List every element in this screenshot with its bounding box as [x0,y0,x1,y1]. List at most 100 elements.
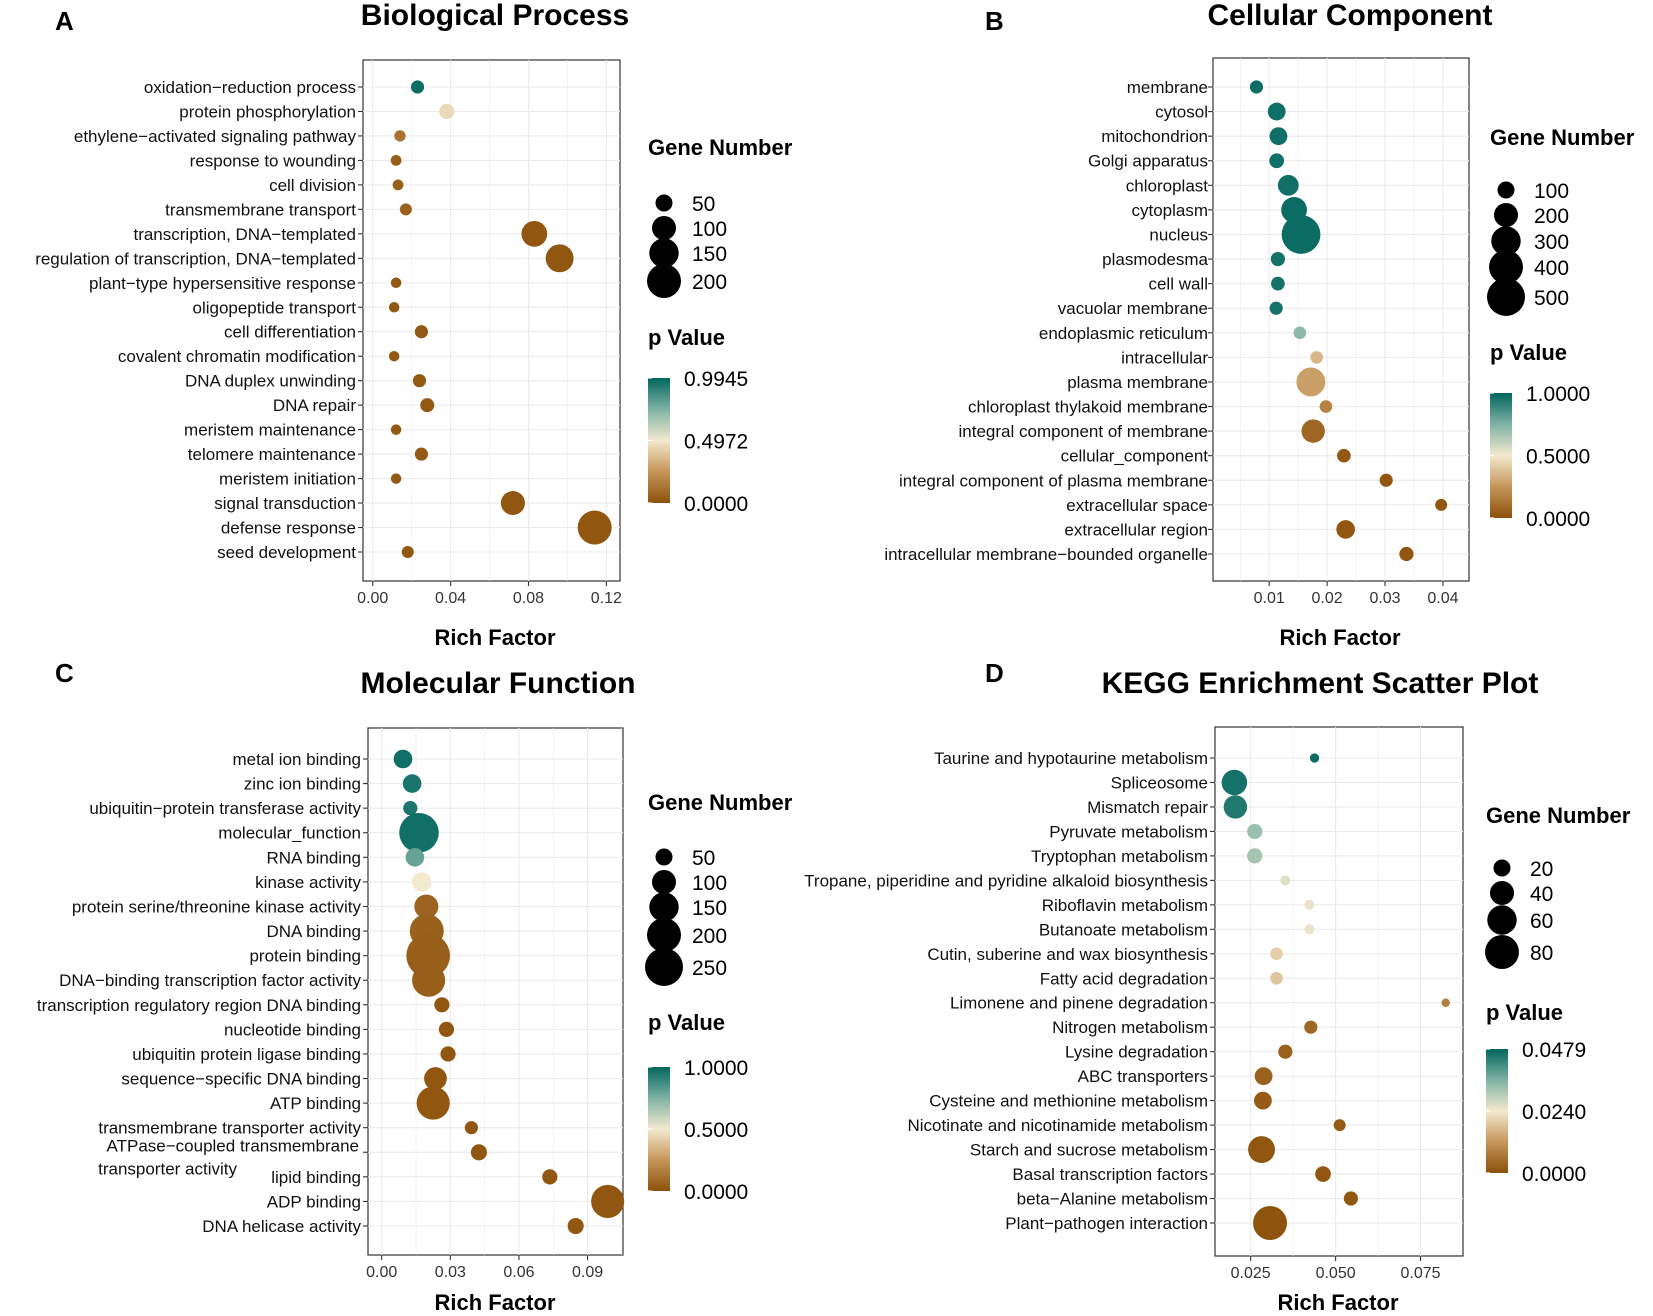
y-tick-label: Fatty acid degradation [1040,969,1208,988]
panel-letter: B [985,6,1004,36]
y-tick-label: Nicotinate and nicotinamide metabolism [908,1116,1209,1135]
data-point [1399,546,1414,562]
y-tick-label: Tryptophan metabolism [1031,847,1208,866]
y-tick-label: Tropane, piperidine and pyridine alkaloi… [804,871,1208,890]
y-tick-label: zinc ion binding [244,775,361,794]
y-tick-label: Pyruvate metabolism [1049,822,1208,841]
color-legend-label: 0.5000 [1526,446,1590,469]
y-tick-label: telomere maintenance [188,445,356,464]
y-tick-label: meristem initiation [219,470,356,489]
data-point [1253,1206,1288,1240]
data-point [1337,448,1351,463]
data-point [591,1184,625,1218]
size-legend-title: Gene Number [1486,803,1631,828]
size-legend-label: 200 [692,271,727,294]
color-legend-title: p Value [648,1010,725,1035]
y-tick-label: metal ion binding [232,750,361,769]
data-point [1315,1166,1331,1182]
data-point [440,1046,456,1062]
data-point [1247,823,1263,840]
y-tick-label: plasma membrane [1067,373,1208,392]
data-point [1304,899,1315,910]
size-legend-key [655,194,673,212]
y-tick-label: extracellular region [1064,520,1208,539]
x-tick-label: 0.00 [357,590,388,607]
y-tick-label: Nitrogen metabolism [1052,1018,1208,1037]
color-legend-bar [648,1067,670,1191]
y-tick-label: integral component of membrane [959,422,1208,441]
y-tick-label: Cutin, suberine and wax biosynthesis [927,945,1208,964]
data-point [1435,498,1448,511]
data-point [1343,1191,1359,1206]
y-tick-label: protein serine/threonine kinase activity [72,897,362,916]
y-tick-label: protein phosphorylation [179,102,356,121]
size-legend-label: 40 [1530,883,1553,906]
y-tick-label: Mismatch repair [1087,798,1208,817]
y-tick-label: DNA helicase activity [202,1217,361,1236]
size-legend-label: 100 [1534,180,1569,203]
size-legend-label: 100 [692,872,727,895]
data-point [567,1217,584,1235]
data-point [1280,875,1291,886]
data-point [434,997,450,1013]
size-legend-key [1491,226,1521,256]
color-legend-label: 0.9945 [684,368,748,391]
x-tick-label: 0.04 [435,590,466,607]
size-legend-label: 150 [692,897,727,920]
data-point [401,545,414,559]
y-tick-label: Lysine degradation [1065,1043,1208,1062]
plot-area [1212,57,1470,582]
data-point [1281,215,1321,254]
size-legend-key [651,215,677,241]
data-point [416,1086,450,1120]
data-point [414,447,428,461]
y-tick-label: cytoplasm [1131,201,1208,220]
y-tick-label: endoplasmic reticulum [1039,324,1208,343]
y-tick-label: kinase activity [255,873,361,892]
size-legend-key [1497,181,1515,199]
data-point [393,749,413,769]
y-tick-label: seed development [217,543,356,562]
size-legend-label: 60 [1530,910,1553,933]
data-point [1336,520,1355,539]
y-tick-label: oxidation−reduction process [144,78,356,97]
x-axis-title: Rich Factor [434,625,555,650]
y-tick-label: Limonene and pinene degradation [950,994,1208,1013]
data-point [1310,351,1323,364]
y-tick-label: chloroplast [1126,176,1208,195]
color-legend-label: 0.0000 [684,493,748,516]
x-tick-label: 0.00 [366,1264,397,1281]
y-tick-label: chloroplast thylakoid membrane [968,398,1208,417]
data-point [1319,400,1333,413]
size-legend-key [647,918,681,952]
size-legend-label: 20 [1530,858,1553,881]
color-legend-label: 0.5000 [684,1119,748,1142]
data-point [1309,753,1320,763]
color-legend-label: 0.0000 [1526,508,1590,531]
color-legend-bar [1486,1049,1508,1173]
data-point [414,325,428,339]
y-tick-label: sequence−specific DNA binding [121,1070,361,1089]
y-tick-label: Spliceosome [1111,773,1208,792]
data-point [1267,102,1286,121]
y-tick-label: RNA binding [266,848,361,867]
x-axis-title: Rich Factor [434,1290,555,1315]
size-legend-key [651,869,677,895]
y-tick-label: cell wall [1148,275,1208,294]
color-legend-label: 1.0000 [684,1057,748,1080]
size-legend-label: 50 [692,847,715,870]
data-point [1296,367,1326,397]
y-tick-label: Starch and sucrose metabolism [970,1141,1208,1160]
size-legend-key [1493,202,1519,228]
y-tick-label: meristem maintenance [184,421,356,440]
size-legend-label: 200 [1534,205,1569,228]
y-tick-label: ethylene−activated signaling pathway [74,127,357,146]
data-point [1270,947,1283,961]
x-tick-label: 0.075 [1401,1265,1441,1282]
color-legend-title: p Value [648,325,725,350]
data-point [388,350,400,362]
data-point [521,220,548,247]
x-tick-label: 0.09 [572,1264,603,1281]
y-tick-label: ADP binding [267,1192,361,1211]
